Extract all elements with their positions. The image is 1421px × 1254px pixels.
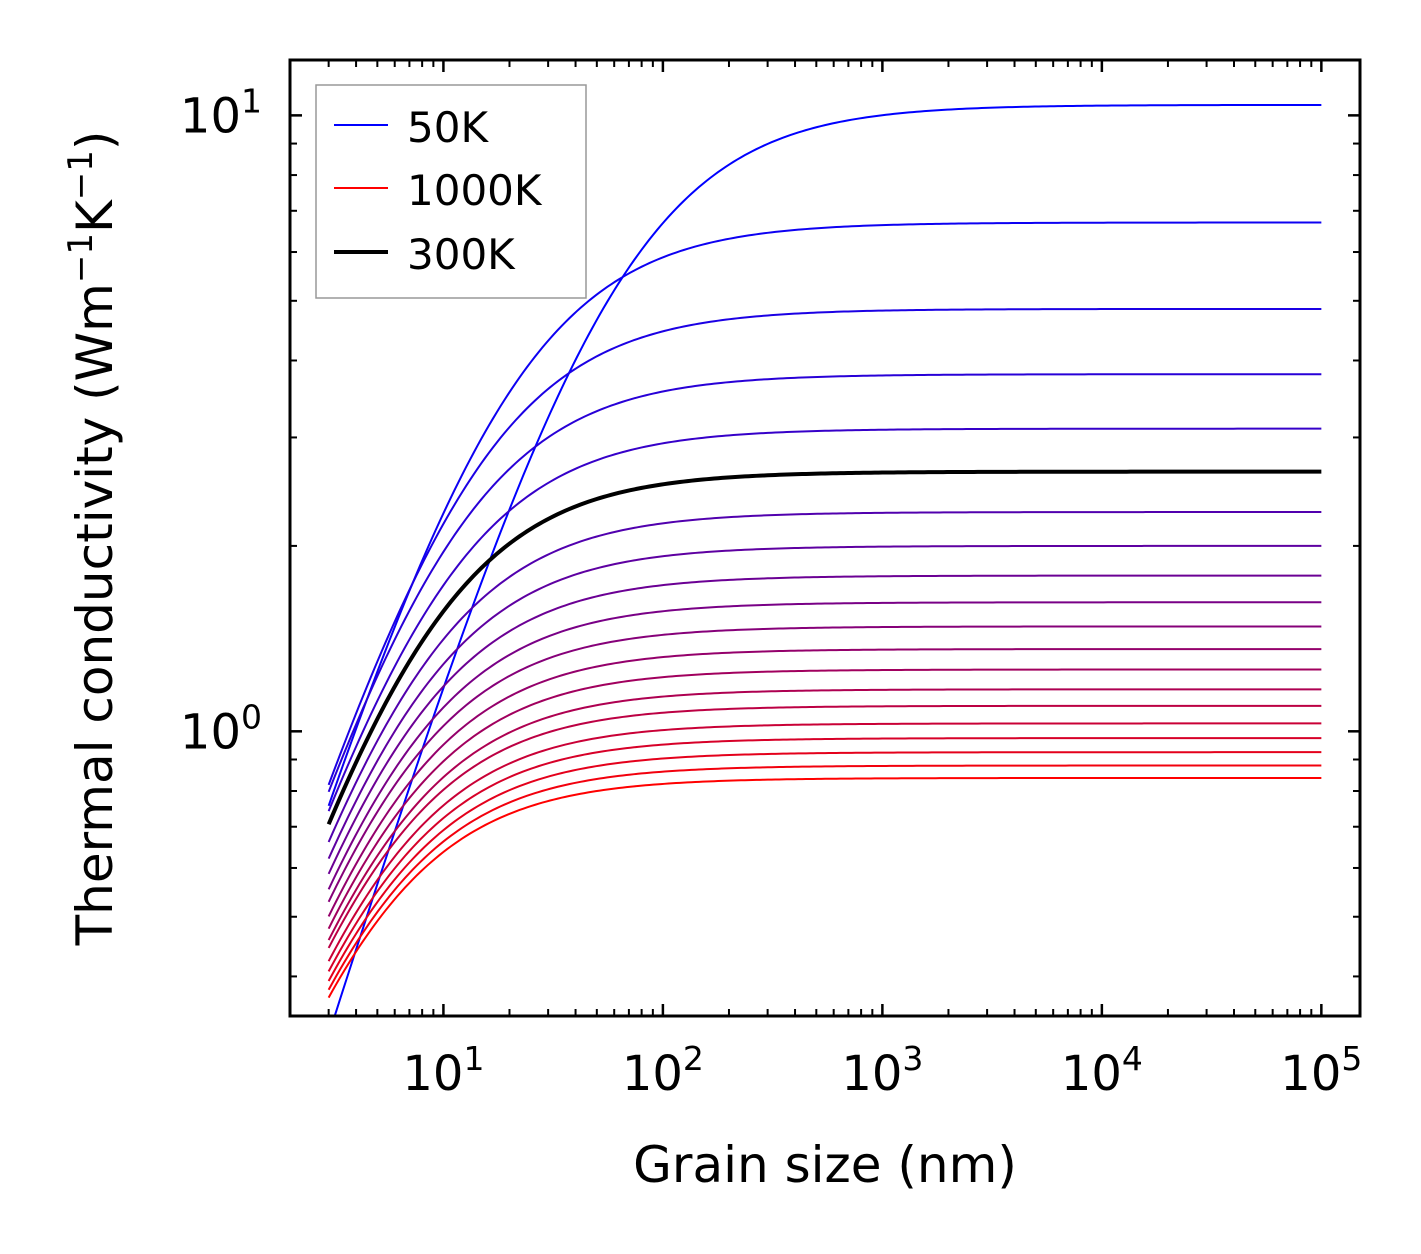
- series-line-800k: [327, 722, 1322, 962]
- legend-label-1000k: 1000K: [407, 166, 543, 215]
- x-tick-label-base: 10: [1280, 1046, 1341, 1102]
- y-axis-label-main: Thermal conductivity (Wm: [66, 283, 124, 946]
- y-tick-label: 100: [180, 697, 262, 760]
- x-tick-label-exp: 3: [902, 1039, 923, 1078]
- series-line-900k: [327, 751, 1322, 982]
- x-tick-label-base: 10: [841, 1046, 902, 1102]
- plot-frame: [288, 58, 1362, 1018]
- y-tick-label-exp: 1: [241, 81, 262, 120]
- y-axis-label-end: ): [66, 131, 124, 151]
- series-line-500k: [327, 601, 1322, 890]
- x-tick-label-exp: 5: [1341, 1039, 1362, 1078]
- x-tick-label: 104: [1061, 1039, 1143, 1102]
- x-tick-label: 105: [1280, 1039, 1362, 1102]
- series-line-450k: [327, 574, 1322, 875]
- series-line-550k: [327, 625, 1322, 903]
- x-axis-label: Grain size (nm): [633, 1136, 1017, 1194]
- x-tick-label: 102: [622, 1039, 704, 1102]
- x-tick-label: 101: [402, 1039, 484, 1102]
- y-tick-label-base: 10: [180, 704, 241, 760]
- legend-label-50k: 50K: [407, 103, 489, 152]
- y-tick-label-base: 10: [180, 88, 241, 144]
- series-line-150k: [327, 307, 1322, 786]
- series-line-600k: [327, 648, 1322, 917]
- y-tick-label-exp: 0: [241, 697, 262, 736]
- x-tick-label-base: 10: [622, 1046, 683, 1102]
- y-axis-label-mid: K: [66, 199, 124, 233]
- series-line-650k: [327, 668, 1322, 930]
- x-tick-label-base: 10: [402, 1046, 463, 1102]
- series-line-50k: [333, 103, 1322, 1016]
- series-line-200k: [327, 373, 1322, 793]
- series-line-400k: [327, 544, 1322, 860]
- series-line-300k: [326, 469, 1322, 826]
- series-line-950k: [327, 764, 1322, 991]
- legend-box: [315, 84, 587, 299]
- series-layer: [326, 103, 1322, 1016]
- series-line-350k: [327, 511, 1322, 843]
- series-line-750k: [327, 704, 1322, 949]
- x-tick-label-exp: 1: [463, 1039, 484, 1078]
- legend: 50K 1000K 300K: [315, 84, 587, 299]
- y-axis-label-sup2: −1: [61, 150, 101, 200]
- series-line-850k: [327, 737, 1322, 972]
- y-axis-label-sup1: −1: [61, 233, 101, 283]
- series-line-1000k: [327, 776, 1322, 999]
- series-line-250k: [327, 427, 1322, 812]
- y-tick-label: 101: [180, 81, 262, 144]
- y-axis-label: Thermal conductivity (Wm−1K−1): [61, 131, 124, 947]
- series-line-100k: [327, 221, 1322, 807]
- x-tick-label-exp: 4: [1122, 1039, 1143, 1078]
- x-tick-label-exp: 2: [683, 1039, 704, 1078]
- x-tick-label: 103: [841, 1039, 923, 1102]
- x-tick-label-base: 10: [1061, 1046, 1122, 1102]
- series-line-700k: [327, 688, 1322, 941]
- legend-label-300k: 300K: [407, 230, 516, 279]
